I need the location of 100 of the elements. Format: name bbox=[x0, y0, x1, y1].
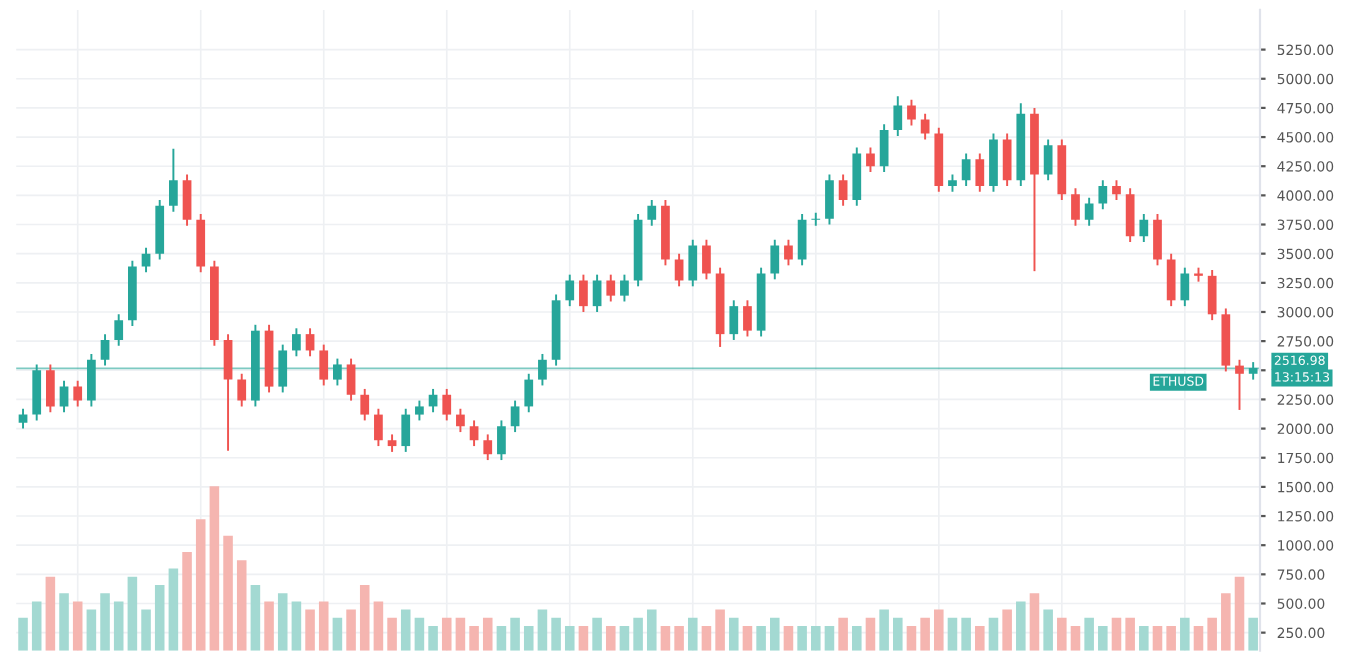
bar bbox=[770, 617, 780, 651]
bar bbox=[1043, 609, 1053, 651]
bar bbox=[646, 609, 657, 651]
bar bbox=[824, 626, 835, 651]
candlestick bbox=[852, 146, 862, 207]
candlestick bbox=[893, 95, 903, 137]
bar bbox=[428, 626, 438, 651]
bar bbox=[1139, 626, 1149, 651]
bar bbox=[45, 576, 56, 651]
candlestick bbox=[1084, 196, 1094, 227]
candlestick bbox=[1139, 213, 1149, 243]
bar bbox=[1057, 617, 1067, 651]
candlestick bbox=[456, 407, 465, 434]
bar bbox=[441, 617, 452, 651]
candlestick bbox=[32, 363, 42, 422]
candlestick bbox=[989, 132, 998, 193]
candlestick bbox=[729, 299, 739, 341]
candlestick bbox=[305, 327, 315, 358]
candlestick bbox=[360, 387, 370, 422]
candlestick bbox=[1098, 179, 1108, 211]
bar bbox=[592, 617, 602, 651]
bar bbox=[687, 617, 698, 651]
bar bbox=[305, 609, 315, 651]
bar bbox=[86, 609, 97, 651]
bar bbox=[154, 584, 165, 651]
bar bbox=[578, 626, 589, 651]
candlestick bbox=[319, 343, 329, 387]
bar bbox=[1234, 576, 1245, 651]
bar bbox=[1248, 617, 1258, 651]
bar bbox=[264, 601, 274, 651]
bar bbox=[906, 626, 917, 651]
bar bbox=[373, 601, 384, 651]
bar bbox=[1016, 601, 1026, 651]
candlestick bbox=[442, 387, 452, 422]
bar bbox=[359, 584, 370, 651]
candlestick bbox=[401, 407, 411, 453]
candlestick bbox=[73, 379, 83, 408]
candlestick bbox=[879, 123, 889, 174]
bar bbox=[496, 626, 507, 651]
candlestick bbox=[155, 199, 165, 261]
bar bbox=[236, 560, 247, 651]
bar bbox=[783, 626, 794, 651]
bar bbox=[195, 519, 206, 651]
bar bbox=[400, 609, 411, 651]
bar bbox=[510, 617, 520, 651]
bar bbox=[838, 617, 848, 651]
bar bbox=[1152, 626, 1163, 651]
bar bbox=[1029, 593, 1040, 651]
candlestick bbox=[1207, 269, 1217, 322]
bar bbox=[59, 593, 69, 651]
bar bbox=[1193, 626, 1204, 651]
bar bbox=[988, 617, 999, 651]
candlestick bbox=[1043, 138, 1053, 182]
bar bbox=[633, 617, 643, 651]
bar bbox=[332, 617, 343, 651]
candlestick bbox=[784, 238, 793, 267]
bar bbox=[291, 601, 302, 651]
candlestick bbox=[483, 433, 493, 462]
candlestick bbox=[46, 363, 55, 414]
candlestick bbox=[647, 199, 657, 227]
candlestick bbox=[87, 352, 96, 408]
bar bbox=[715, 609, 725, 651]
bar bbox=[893, 617, 903, 651]
candlestick bbox=[592, 273, 602, 313]
candlestick bbox=[169, 147, 178, 213]
candlestick bbox=[797, 213, 807, 267]
candlestick bbox=[688, 238, 698, 288]
bar bbox=[223, 535, 233, 651]
candlestick bbox=[907, 98, 916, 127]
candlestick bbox=[702, 238, 711, 281]
candlestick bbox=[620, 273, 629, 303]
candlestick bbox=[565, 273, 575, 308]
bar bbox=[605, 626, 616, 651]
candlestick bbox=[1002, 132, 1012, 188]
candlestick bbox=[743, 299, 752, 338]
candlestick bbox=[825, 173, 834, 226]
bar bbox=[551, 617, 561, 651]
candlestick bbox=[497, 419, 506, 462]
candlestick bbox=[1125, 187, 1135, 243]
bar bbox=[674, 626, 684, 651]
bar bbox=[1084, 617, 1094, 651]
bar bbox=[469, 626, 479, 651]
bar bbox=[742, 626, 753, 651]
bar bbox=[482, 617, 493, 651]
bar bbox=[660, 626, 671, 651]
bar bbox=[455, 617, 466, 651]
bar bbox=[728, 617, 739, 651]
bar bbox=[852, 626, 862, 651]
bar bbox=[414, 617, 425, 651]
bar bbox=[277, 593, 288, 651]
bar bbox=[934, 609, 944, 651]
bar bbox=[387, 617, 397, 651]
candlestick bbox=[1166, 252, 1176, 308]
candlestick bbox=[866, 146, 875, 174]
bar bbox=[1002, 609, 1012, 651]
candlestick bbox=[1112, 179, 1121, 201]
candlestick bbox=[18, 407, 28, 430]
bar bbox=[1111, 617, 1122, 651]
candlestick bbox=[374, 407, 383, 448]
candlestick bbox=[606, 273, 616, 303]
